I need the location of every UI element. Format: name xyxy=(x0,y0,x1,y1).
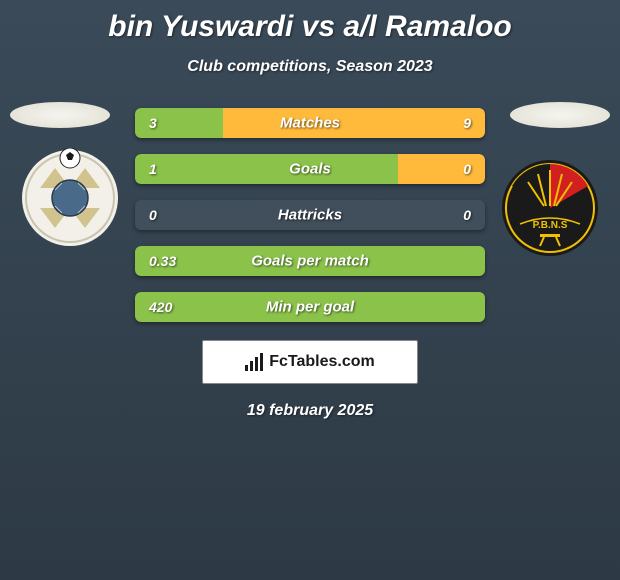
stat-row: 420Min per goal xyxy=(135,292,485,322)
stat-label: Goals xyxy=(135,161,485,178)
club-crest-left xyxy=(20,148,120,253)
stat-label: Min per goal xyxy=(135,299,485,316)
stat-row: 3Matches9 xyxy=(135,108,485,138)
club-crest-right: P.B.N.S xyxy=(500,158,600,263)
stat-row: 0Hattricks0 xyxy=(135,200,485,230)
stat-label: Matches xyxy=(135,115,485,132)
page-title: bin Yuswardi vs a/l Ramaloo xyxy=(0,0,620,44)
stat-row: 0.33Goals per match xyxy=(135,246,485,276)
flag-left xyxy=(10,102,110,128)
brand-box[interactable]: FcTables.com xyxy=(202,340,418,384)
stat-value-right: 9 xyxy=(463,115,471,131)
stat-label: Goals per match xyxy=(135,253,485,270)
date-label: 19 february 2025 xyxy=(0,402,620,420)
stat-row: 1Goals0 xyxy=(135,154,485,184)
stats-container: 3Matches91Goals00Hattricks00.33Goals per… xyxy=(135,108,485,322)
stat-label: Hattricks xyxy=(135,207,485,224)
stat-value-right: 0 xyxy=(463,207,471,223)
brand-icon xyxy=(245,353,263,371)
page-subtitle: Club competitions, Season 2023 xyxy=(0,58,620,76)
brand-label: FcTables.com xyxy=(269,353,375,371)
stat-value-right: 0 xyxy=(463,161,471,177)
flag-right xyxy=(510,102,610,128)
content-area: P.B.N.S 3Matches91Goals00Hattricks00.33G… xyxy=(0,108,620,420)
crest-right-text: P.B.N.S xyxy=(533,220,568,231)
